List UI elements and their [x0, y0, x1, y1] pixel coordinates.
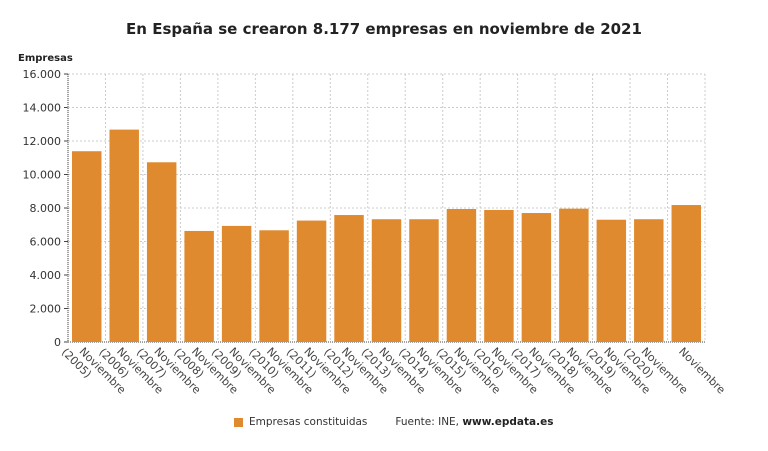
- y-tick-label: 2.000: [30, 303, 62, 316]
- y-tick-label: 6.000: [30, 236, 62, 249]
- bar: [259, 230, 289, 342]
- y-tick-label: 4.000: [30, 269, 62, 282]
- legend-swatch: [234, 417, 243, 427]
- bar: [296, 220, 327, 342]
- bar: [409, 219, 439, 342]
- y-axis-label: Empresas: [18, 53, 73, 64]
- y-tick-label: 14.000: [23, 102, 62, 115]
- bar: [184, 230, 214, 342]
- bar: [484, 210, 514, 342]
- bar: [634, 219, 664, 342]
- y-tick-label: 0: [54, 336, 61, 349]
- source-prefix: Fuente: INE,: [395, 416, 463, 428]
- bar: [559, 208, 589, 342]
- bar: [671, 205, 701, 342]
- source-note: Fuente: INE, www.epdata.es: [395, 416, 553, 428]
- y-tick-label: 10.000: [23, 169, 62, 182]
- bar: [221, 225, 252, 342]
- bar: [72, 151, 102, 342]
- bar: [334, 215, 364, 342]
- bar: [146, 162, 177, 342]
- source-site: www.epdata.es: [462, 416, 554, 428]
- bar: [109, 129, 139, 342]
- bar: [596, 219, 627, 342]
- y-tick-label: 12.000: [23, 135, 62, 148]
- legend-label: Empresas constituidas: [249, 416, 368, 428]
- legend: Empresas constituidas Fuente: INE, www.e…: [234, 416, 553, 428]
- chart-title: En España se crearon 8.177 empresas en n…: [126, 20, 642, 38]
- y-tick-label: 8.000: [30, 202, 62, 215]
- bar: [371, 219, 402, 342]
- bar: [521, 213, 552, 342]
- bar: [446, 209, 477, 342]
- y-tick-label: 16.000: [23, 68, 62, 81]
